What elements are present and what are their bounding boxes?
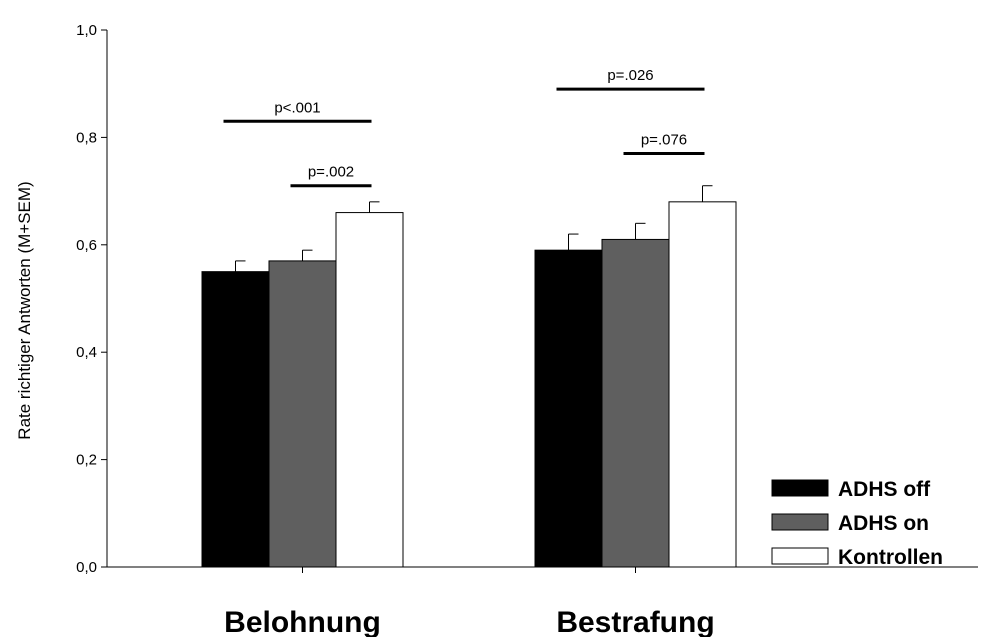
legend-swatch: [771, 547, 829, 565]
y-tick-label: 0,0: [76, 559, 97, 576]
bar: [601, 238, 670, 568]
bar: [268, 260, 337, 568]
legend-label: Kontrollen: [838, 546, 943, 569]
bar: [335, 212, 404, 568]
y-tick-label: 0,2: [76, 452, 97, 469]
bar: [668, 201, 737, 568]
y-tick-label: 1,0: [76, 22, 97, 39]
legend: ADHS off ADHS on Kontrollen: [771, 478, 943, 569]
legend-swatch: [771, 513, 829, 531]
annotations: p<.001 p=.002 p=.026 p=.076: [223, 67, 705, 188]
bar: [201, 271, 270, 568]
significance-label: p=.026: [607, 67, 653, 84]
legend-swatch: [771, 479, 829, 497]
category-label: Belohnung: [224, 606, 381, 637]
legend-label: ADHS on: [838, 512, 929, 535]
axes: 0,0 0,2 0,4 0,6 0,8 1,0 Rate richtiger Antwort…: [15, 22, 978, 637]
bar: [534, 249, 603, 568]
y-axis-label: Rate richtiger Antworten (M+SEM): [15, 181, 34, 439]
legend-label: ADHS off: [838, 478, 931, 501]
category-label: Bestrafung: [556, 606, 714, 637]
y-tick-label: 0,4: [76, 344, 97, 361]
y-tick-label: 0,8: [76, 129, 97, 146]
significance-label: p=.076: [641, 132, 687, 149]
significance-label: p<.001: [274, 99, 320, 116]
bars: [201, 185, 737, 568]
significance-label: p=.002: [308, 164, 354, 181]
y-tick-label: 0,6: [76, 237, 97, 254]
